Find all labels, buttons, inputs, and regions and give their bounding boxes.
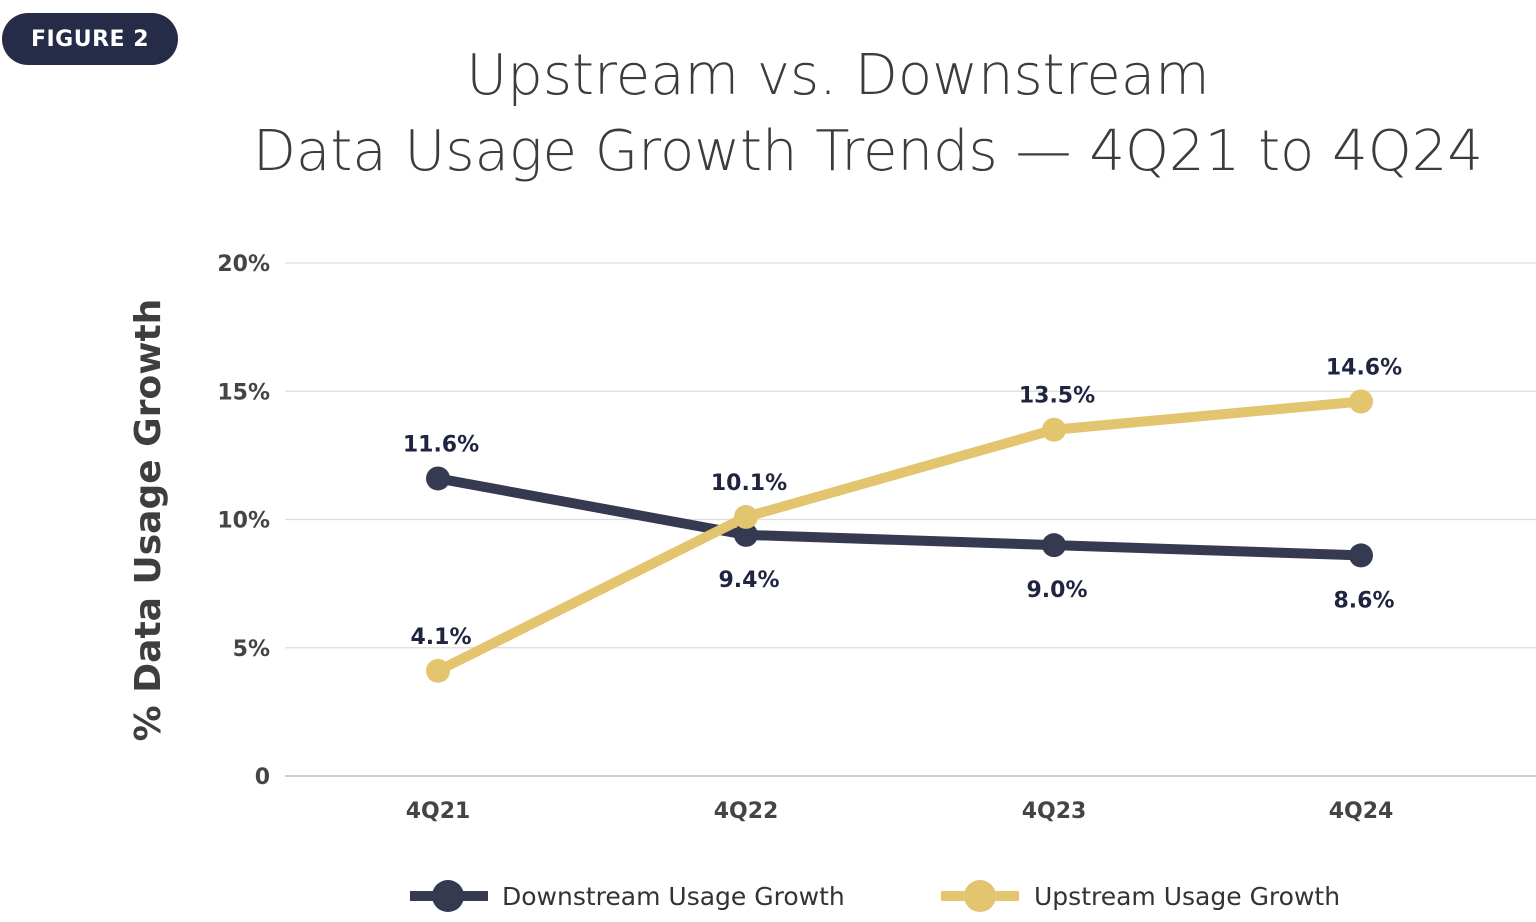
data-label: 11.6% [403, 432, 479, 457]
data-point [734, 522, 758, 547]
data-label: 9.4% [718, 568, 779, 593]
y-tick-label: 10% [217, 509, 270, 534]
x-tick-label: 4Q21 [406, 799, 471, 824]
data-label: 10.1% [711, 471, 787, 496]
legend-label: Upstream Usage Growth [1034, 882, 1340, 911]
y-axis-ticks: 0 5% 10% 15% 20% [217, 252, 270, 790]
legend-swatch-marker [432, 880, 464, 912]
data-labels: 11.6% 9.4% 9.0% 8.6% 4.1% 10.1% 13.5% 14.6% [403, 356, 1402, 650]
data-point [734, 504, 758, 529]
legend-swatch-marker [964, 880, 996, 912]
series-lines [433, 396, 1366, 676]
y-tick-label: 20% [217, 252, 270, 277]
chart-title: Upstream vs. Downstream Data Usage Growt… [200, 38, 1536, 190]
legend-label: Downstream Usage Growth [502, 882, 845, 911]
x-tick-label: 4Q23 [1022, 799, 1087, 824]
data-point [426, 466, 450, 491]
data-label: 9.0% [1026, 578, 1087, 603]
y-tick-label: 15% [217, 380, 270, 405]
data-point [1042, 533, 1066, 558]
gridlines [285, 262, 1536, 777]
data-point [1349, 389, 1373, 414]
chart-title-line-2: Data Usage Growth Trends — 4Q21 to 4Q24 [252, 119, 1484, 184]
series-points [426, 389, 1373, 683]
series-line [433, 396, 1366, 676]
series-line [433, 473, 1366, 561]
y-tick-label: 5% [233, 637, 270, 662]
data-point [1042, 417, 1066, 442]
x-tick-label: 4Q24 [1329, 799, 1394, 824]
data-label: 8.6% [1333, 588, 1394, 613]
figure-badge: FIGURE 2 [2, 13, 178, 65]
x-axis-ticks: 4Q21 4Q22 4Q23 4Q24 [406, 799, 1394, 824]
chart-title-line-1: Upstream vs. Downstream [466, 43, 1210, 108]
data-label: 4.1% [410, 625, 471, 650]
data-label: 14.6% [1326, 356, 1402, 381]
data-point [1349, 543, 1373, 568]
data-point [426, 658, 450, 683]
y-axis-label: % Data Usage Growth [128, 299, 169, 742]
data-label: 13.5% [1019, 384, 1095, 409]
y-tick-label: 0 [255, 765, 270, 790]
legend: Downstream Usage Growth Upstream Usage Gr… [410, 880, 1340, 912]
x-tick-label: 4Q22 [714, 799, 779, 824]
